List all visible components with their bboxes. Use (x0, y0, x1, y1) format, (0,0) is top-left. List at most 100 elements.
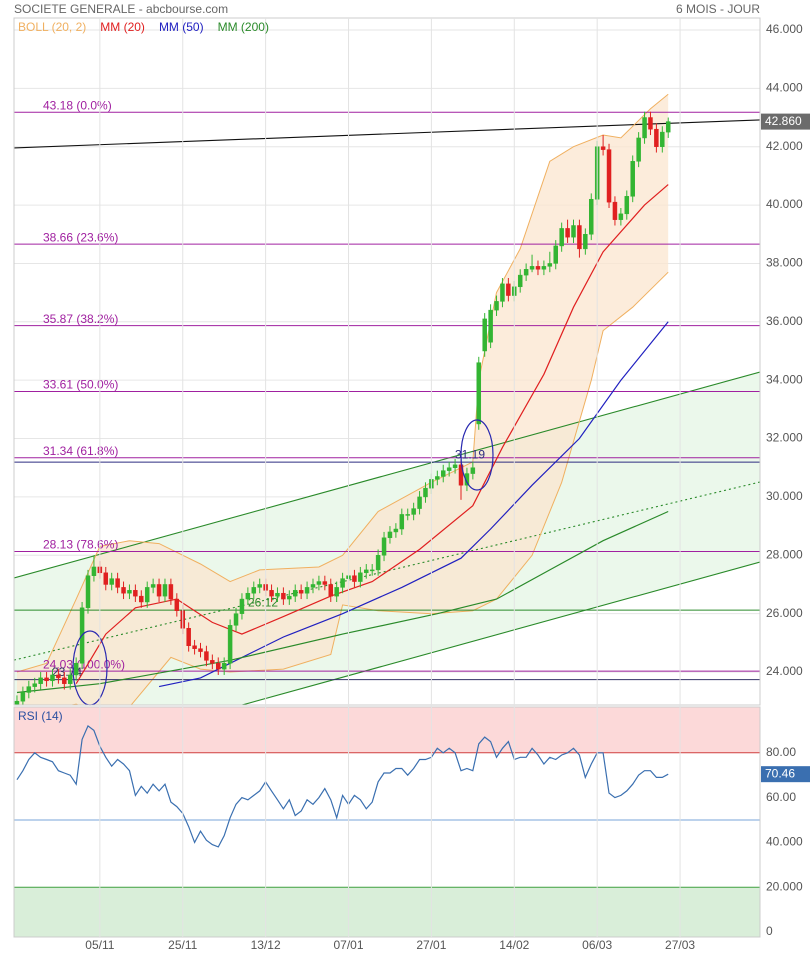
candle-body (127, 590, 132, 594)
candle-body (186, 627, 191, 647)
chart-title: SOCIETE GENERALE - abcbourse.com (14, 2, 228, 16)
candle-body (606, 149, 612, 203)
candle-body (281, 592, 286, 600)
candle-body (440, 470, 446, 477)
candle-body (210, 660, 215, 664)
candle-body (517, 274, 523, 288)
y-tick-label: 40.000 (766, 835, 803, 849)
candle-body (239, 598, 245, 614)
marked-level-label: 31.19 (455, 447, 485, 461)
candle-body (245, 592, 251, 600)
y-tick-label: 60.00 (766, 790, 796, 804)
rsi-line (16, 724, 669, 848)
candle-body (399, 514, 405, 530)
candle-body (14, 700, 20, 705)
bollinger-lower (69, 271, 669, 705)
rsi-zone (14, 887, 760, 937)
candle-body (565, 228, 570, 238)
candle-body (417, 496, 422, 509)
candle-body (411, 508, 416, 515)
candle-body (150, 584, 156, 588)
y-tick-label: 24.000 (766, 664, 803, 678)
last-value-label: 42.860 (765, 114, 802, 128)
candle-body (523, 269, 529, 276)
candle-body (494, 301, 499, 311)
candle-body (665, 121, 671, 133)
candle-body (322, 581, 328, 585)
candle-body (38, 677, 43, 684)
candle-body (553, 245, 558, 264)
candle-body (109, 578, 114, 585)
candle-body (91, 566, 97, 576)
fib-label: 28.13 (78.6%) (43, 538, 118, 552)
x-tick-label: 27/01 (416, 938, 446, 952)
y-tick-label: 80.00 (766, 745, 796, 759)
candle-body (630, 161, 635, 197)
last-value-box (761, 766, 810, 783)
y-tick-label: 46.000 (766, 22, 803, 36)
candle-body (583, 234, 588, 250)
candle-body (328, 584, 334, 597)
fib-label: 31.34 (61.8%) (43, 444, 118, 458)
candle-body (227, 625, 233, 664)
candle-body (56, 674, 61, 679)
candle-body (500, 283, 505, 302)
candle-body (612, 201, 618, 220)
candle-body (654, 128, 659, 147)
candle-body (198, 648, 203, 652)
candle-body (192, 645, 197, 649)
candle-body (452, 464, 458, 468)
candle-body (144, 587, 150, 603)
candle-body (405, 514, 410, 516)
legend-entry: MM (200) (218, 20, 269, 34)
candle-body (364, 569, 369, 574)
candle-body (423, 487, 428, 498)
candle-body (103, 572, 109, 585)
x-tick-label: 25/11 (168, 938, 197, 952)
candle-body (32, 683, 37, 687)
y-tick-label: 0 (766, 924, 773, 938)
x-tick-label: 05/11 (85, 938, 114, 952)
candle-body (618, 213, 624, 220)
highlight-ellipse (460, 419, 494, 491)
price-frame (13, 17, 761, 706)
y-tick-label: 38.000 (766, 256, 803, 270)
candle-body (287, 595, 292, 600)
candle-body (589, 198, 594, 235)
candle-body (600, 146, 606, 150)
candle-body (660, 131, 665, 147)
candle-body (251, 587, 257, 594)
candle-body (292, 590, 298, 597)
candle-body (67, 674, 73, 684)
candle-body (139, 595, 144, 603)
candle-body (20, 692, 26, 702)
candle-body (316, 581, 322, 585)
legend-entry: MM (20) (100, 20, 145, 34)
moving-average (75, 184, 669, 685)
fib-label: 33.61 (50.0%) (43, 378, 118, 392)
candle-body (115, 578, 120, 588)
fib-label: 43.18 (0.0%) (43, 98, 112, 112)
y-tick-label: 26.000 (766, 606, 803, 620)
bollinger-fill (17, 94, 669, 705)
candle-body (26, 686, 32, 693)
legend-entry: MM (50) (159, 20, 204, 34)
fib-label: 24.03 (100.0%) (43, 657, 125, 671)
y-tick-label: 42.000 (766, 139, 803, 153)
candle-body (482, 318, 487, 352)
candle-body (381, 537, 387, 556)
candle-body (162, 584, 168, 597)
candle-body (435, 476, 440, 480)
candle-body (352, 575, 357, 582)
candle-body (387, 531, 393, 539)
candle-body (233, 613, 239, 626)
candle-body (369, 569, 375, 572)
rsi-frame (13, 706, 761, 938)
candle-body (648, 117, 653, 130)
y-tick-label: 44.000 (766, 81, 803, 95)
last-value-box (761, 113, 810, 130)
trend-line (14, 119, 760, 149)
legend-entry: BOLL (20, 2) (18, 20, 86, 34)
candle-body (577, 225, 582, 250)
